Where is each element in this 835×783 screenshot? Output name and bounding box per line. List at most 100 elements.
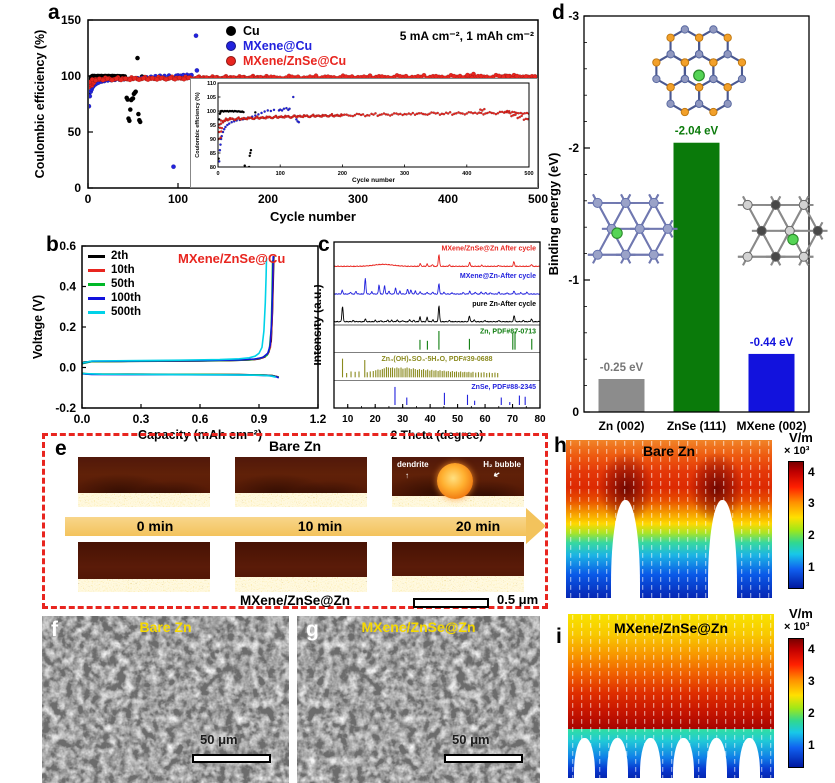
svg-text:150: 150 [61,13,81,27]
field-simulation-mxene-znse-zn: MXene/ZnSe@Zn [568,614,774,778]
svg-text:40: 40 [425,414,437,425]
up-arrow-icon: ↑ [405,471,409,480]
gold-speckle-texture [78,579,210,592]
svg-text:Cycle number: Cycle number [352,177,395,184]
field-arrows-texture [566,440,772,598]
mxene-lattice-icon [726,170,834,296]
panel-e-top-title: Bare Zn [268,438,322,454]
dendrite-label: dendrite [397,460,429,469]
scale-bar-label: 50 μm [452,732,490,747]
svg-text:0.0: 0.0 [74,412,91,426]
panel-b: b 0.0 0.3 0.6 0.9 1.2 -0.2 0.0 0.2 0.4 0.6 Capacit… [30,232,332,444]
gold-speckle-texture [235,577,367,592]
svg-text:200: 200 [338,171,347,177]
svg-text:-0.25 eV: -0.25 eV [600,362,644,374]
panel-c-chart: MXene/ZnSe@Zn After cycle MXene@Zn-After … [310,232,548,444]
bubble-pointer-icon: ➔ [491,468,503,481]
svg-text:Zn, PDF#87-0713: Zn, PDF#87-0713 [480,329,536,336]
panel-h: h Bare Zn V/m × 10³ 4 3 2 1 [552,430,835,606]
insitu-bare-20min-image: dendrite ↑ H₂ bubble ➔ [392,457,524,507]
svg-text:50: 50 [452,414,464,425]
svg-text:400: 400 [462,171,471,177]
panel-a-annotation: 5 mA cm⁻², 1 mAh cm⁻² [399,29,534,43]
panel-b-title: MXene/ZnSe@Cu [178,251,286,266]
gold-speckle-texture [392,496,524,507]
insitu-bare-0min-image [78,457,210,507]
svg-text:0: 0 [216,171,219,177]
panel-g-letter: g [306,618,319,641]
svg-text:0.6: 0.6 [59,239,76,253]
svg-text:Zn₄(OH)₆SO₄·5H₂O, PDF#39-0688: Zn₄(OH)₆SO₄·5H₂O, PDF#39-0688 [382,356,493,363]
svg-text:400: 400 [438,192,458,206]
colorbar-tick: 2 [808,528,815,542]
svg-text:0.3: 0.3 [133,412,150,426]
panel-d-letter: d [552,1,565,24]
svg-text:MXene/ZnSe@Zn After cycle: MXene/ZnSe@Zn After cycle [442,246,537,253]
panel-a: a 0 100 200 300 400 500 0 50 100 150 Cycle number C… [30,2,548,230]
colorbar-unit: V/m [789,430,813,445]
svg-text:-2: -2 [568,141,579,155]
gold-speckle-texture [78,493,210,507]
svg-text:10: 10 [342,414,354,425]
svg-text:100: 100 [276,171,285,177]
svg-text:-0.2: -0.2 [55,401,76,415]
panel-e-bottom-title: MXene/ZnSe@Zn [240,593,350,608]
panel-g-title: MXene/ZnSe@Zn [361,619,476,635]
scale-bar [444,754,523,763]
time-20min: 20 min [455,518,501,534]
panel-c: c MXene/ZnSe@Zn After cycle MXene@Zn-Afte… [310,232,548,444]
time-arrow [65,517,527,536]
panel-a-chart: 0 100 200 300 400 500 0 50 100 150 Cycle number Cou… [30,2,548,230]
panel-a-letter: a [48,1,60,24]
panel-f: f Bare Zn 50 μm [42,616,289,783]
svg-text:0: 0 [572,405,579,419]
svg-text:80: 80 [534,414,546,425]
panel-i: i MXene/ZnSe@Zn V/m × 10³ 4 3 2 1 [552,606,835,783]
svg-text:Coulombic efficiency (%): Coulombic efficiency (%) [195,92,201,158]
svg-text:300: 300 [348,192,368,206]
scale-bar-label: 50 μm [200,732,238,747]
svg-text:80: 80 [210,165,216,171]
svg-text:70: 70 [507,414,519,425]
panel-f-title: Bare Zn [139,619,192,635]
panel-e: e Bare Zn dendrite ↑ H₂ bubble ➔ 0 min 1… [42,433,548,609]
svg-text:500: 500 [528,192,548,206]
panel-f-letter: f [51,618,58,641]
scale-bar [192,754,271,763]
svg-text:100: 100 [168,192,188,206]
svg-text:500: 500 [524,171,533,177]
time-10min: 10 min [297,518,343,534]
colorbar-tick: 2 [808,706,815,720]
colorbar [788,461,804,589]
svg-text:ZnSe (111): ZnSe (111) [667,419,726,433]
colorbar-unit: V/m [789,606,813,621]
panel-b-chart: 0.0 0.3 0.6 0.9 1.2 -0.2 0.0 0.2 0.4 0.6 Capacity … [30,232,332,444]
panel-i-title: MXene/ZnSe@Zn [614,620,728,636]
panel-c-letter: c [318,233,330,256]
svg-text:105: 105 [207,95,216,101]
svg-text:Coulombic efficiency (%): Coulombic efficiency (%) [33,30,47,179]
scale-bar [413,598,489,608]
svg-text:-0.44 eV: -0.44 eV [750,337,794,349]
h2-bubble [437,463,473,499]
svg-text:0.2: 0.2 [59,320,76,334]
scale-bar-label: 0.5 μm [497,592,539,607]
svg-text:200: 200 [258,192,278,206]
insitu-mxene-20min-image [392,542,524,592]
svg-text:Intensity (a.u.): Intensity (a.u.) [314,284,324,365]
panel-a-legend: Cu MXene@Cu MXene/ZnSe@Cu [226,24,346,68]
svg-text:60: 60 [480,414,492,425]
insitu-mxene-10min-image [235,542,367,592]
svg-text:95: 95 [210,123,216,129]
time-arrow-head [526,508,546,544]
znse-lattice-icon [640,20,758,138]
svg-text:-3: -3 [568,9,579,23]
svg-text:Zn (002): Zn (002) [598,419,644,433]
colorbar-tick: 4 [808,465,815,479]
svg-text:pure Zn-After cycle: pure Zn-After cycle [472,301,536,308]
colorbar-tick: 1 [808,560,815,574]
panel-d: d -0.25 eV Zn (002) -2.04 eV ZnSe (111) -0.4… [546,1,835,444]
colorbar-scale: × 10³ [784,621,810,633]
colorbar-scale: × 10³ [784,445,810,457]
